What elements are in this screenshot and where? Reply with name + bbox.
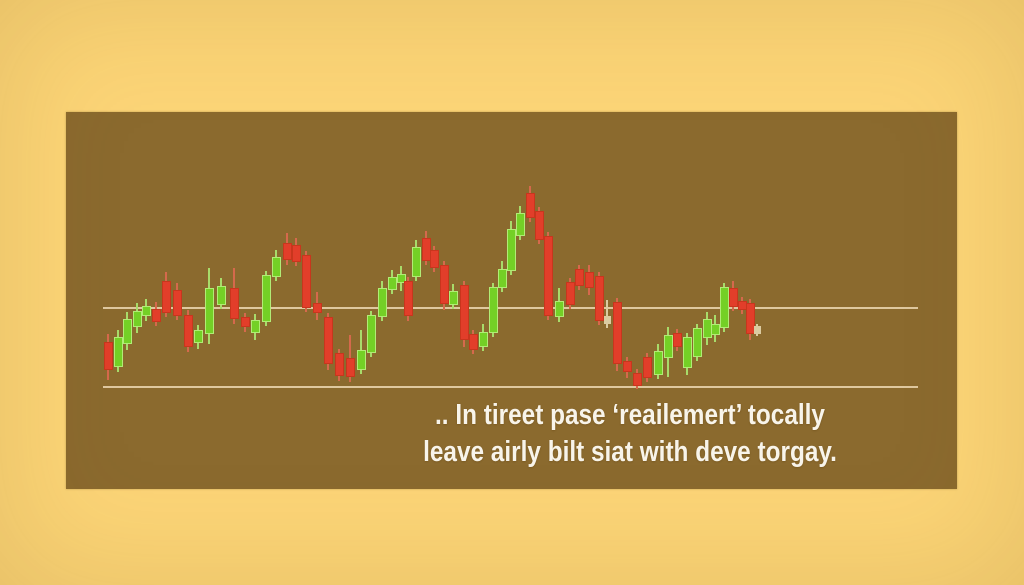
- candle-bearish: [324, 317, 333, 364]
- candle-bullish: [449, 291, 458, 305]
- candle-bullish: [555, 301, 564, 317]
- candle-bearish: [422, 238, 431, 261]
- candle-bullish: [489, 287, 498, 333]
- candle-bullish: [516, 213, 525, 236]
- candle-bearish: [283, 243, 292, 260]
- candle-bearish: [585, 272, 594, 288]
- caption-line-1: .. In tireet pase ‘reailemert’ tocally: [435, 399, 825, 431]
- candle-bullish: [378, 288, 387, 317]
- candle-bullish: [142, 306, 151, 316]
- candle-bullish: [711, 324, 720, 335]
- candle-bearish: [404, 281, 413, 316]
- candle-bullish: [205, 288, 214, 334]
- candle-bearish: [729, 288, 738, 307]
- candle-bearish: [535, 211, 544, 240]
- candle-bearish: [292, 245, 301, 262]
- candle-bearish: [633, 373, 642, 386]
- candle-bearish: [302, 255, 311, 308]
- candle-bullish: [720, 287, 729, 328]
- candle-neutral: [754, 326, 761, 334]
- candle-bearish: [162, 281, 171, 313]
- caption: .. In tireet pase ‘reailemert’ tocally l…: [420, 397, 840, 471]
- candle-bullish: [251, 320, 260, 333]
- candle-bullish: [217, 286, 226, 305]
- candle-bullish: [123, 319, 132, 344]
- candle-bearish: [440, 265, 449, 304]
- support-line: [103, 386, 918, 388]
- candle-bullish: [654, 351, 663, 375]
- candle-bullish: [133, 311, 142, 327]
- candle-bearish: [566, 282, 575, 305]
- candle-bullish: [693, 328, 702, 357]
- resistance-line: [103, 307, 918, 309]
- candle-bullish: [683, 337, 692, 368]
- candle-bullish: [367, 315, 376, 353]
- candle-bearish: [460, 285, 469, 340]
- candle-bullish: [507, 229, 516, 271]
- candle-bearish: [673, 333, 682, 347]
- candle-bearish: [184, 315, 193, 347]
- candle-bearish: [335, 353, 344, 376]
- candle-bullish: [397, 274, 406, 283]
- chart-panel: [66, 112, 957, 489]
- candle-bearish: [313, 303, 322, 313]
- candle-bearish: [746, 303, 755, 334]
- candle-bearish: [623, 361, 632, 372]
- candle-bearish: [469, 334, 478, 350]
- candle-bearish: [595, 276, 604, 321]
- candle-bearish: [544, 236, 553, 316]
- candle-bearish: [526, 193, 535, 218]
- candle-bearish: [643, 357, 652, 378]
- candle-bullish: [357, 350, 366, 370]
- candle-bullish: [412, 247, 421, 277]
- candle-bullish: [479, 332, 488, 347]
- candle-bearish: [230, 288, 239, 319]
- candle-bearish: [346, 358, 355, 377]
- candle-neutral-wick: [606, 300, 608, 328]
- candle-bullish: [664, 335, 673, 358]
- candle-bearish: [575, 269, 584, 286]
- candle-bullish: [388, 277, 397, 290]
- candle-neutral: [604, 316, 611, 324]
- candle-bearish: [241, 317, 250, 327]
- candle-bullish: [272, 257, 281, 277]
- candle-bearish: [152, 309, 161, 322]
- candle-bullish: [114, 337, 123, 367]
- candle-bearish: [104, 342, 113, 370]
- candle-bullish: [498, 269, 507, 288]
- candle-bearish: [613, 302, 622, 364]
- caption-line-2: leave airly bilt siat with deve torgay.: [423, 436, 837, 468]
- candle-bearish: [430, 250, 439, 268]
- candle-bullish: [194, 330, 203, 343]
- candle-bullish: [262, 275, 271, 322]
- candle-bearish: [173, 290, 182, 316]
